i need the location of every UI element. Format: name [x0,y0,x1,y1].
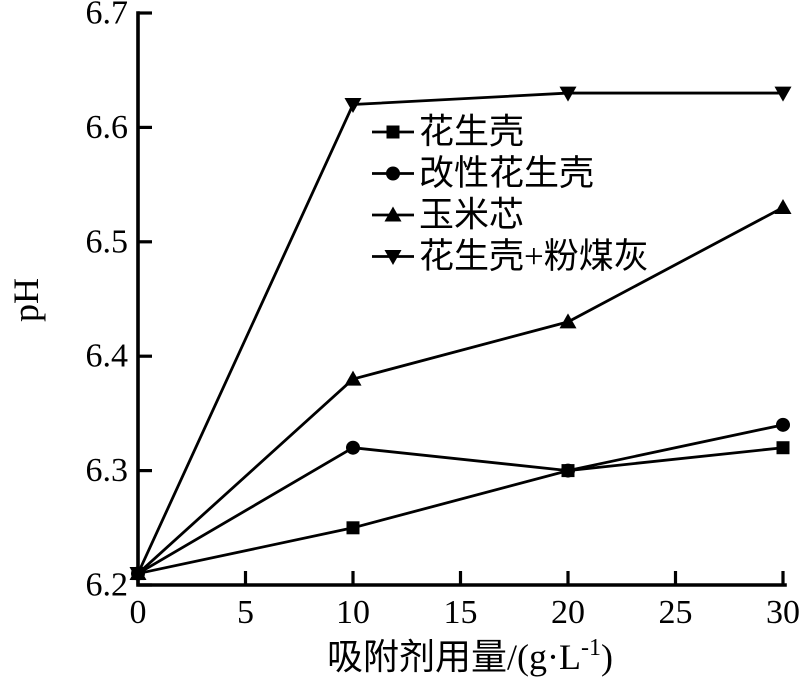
legend-item: 花生壳+粉煤灰 [372,237,649,276]
y-axis-title: pH [6,278,46,322]
y-tick-label: 6.7 [86,0,129,32]
data-point-marker [347,521,360,534]
data-point-marker [346,441,360,455]
x-tick-label: 10 [336,594,370,631]
x-tick-label: 30 [766,594,800,631]
data-point-marker [561,464,575,478]
y-tick-label: 6.3 [86,452,129,489]
data-point-marker [777,441,790,454]
legend-label: 改性花生壳 [419,154,594,193]
series-line [138,448,783,574]
x-tick-label: 25 [659,594,693,631]
x-axis-title-sup: -1 [581,635,601,661]
x-tick-label: 0 [130,594,147,631]
y-tick-label: 6.4 [86,338,129,375]
x-axis-title: 吸附剂用量/(g·L-1) [327,635,613,677]
y-tick-label: 6.6 [86,109,129,146]
legend-label: 玉米芯 [419,196,524,235]
series-square [132,441,790,580]
legend-item: 花生壳 [372,113,524,152]
legend-square-icon [387,126,400,139]
x-axis-title-close: ) [601,637,613,677]
x-axis-title-main: 吸附剂用量/(g·L [327,637,581,677]
x-tick-label: 5 [237,594,254,631]
legend-circle-icon [386,167,400,181]
y-tick-label: 6.5 [86,223,129,260]
y-tick-label: 6.2 [86,567,129,604]
data-point-marker [560,313,577,328]
data-point-marker [775,199,792,214]
y-axis: 6.2 6.3 6.4 6.5 6.6 6.7 [86,0,153,604]
legend-label: 花生壳+粉煤灰 [419,237,649,276]
x-axis: 0 5 10 15 20 25 30 [130,571,800,631]
x-tick-label: 20 [551,594,585,631]
x-tick-label: 15 [444,594,478,631]
data-point-marker [776,418,790,432]
legend-label: 花生壳 [419,113,524,152]
legend-item: 改性花生壳 [372,154,594,193]
legend-item: 玉米芯 [372,196,524,235]
